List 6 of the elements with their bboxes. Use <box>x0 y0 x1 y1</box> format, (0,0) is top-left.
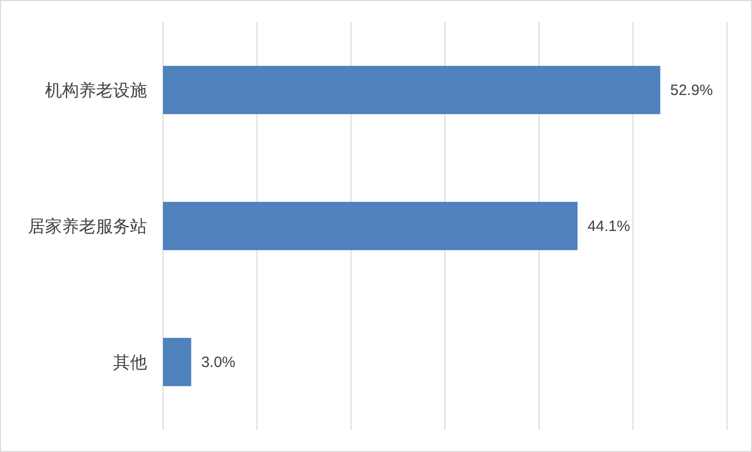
y-tick-label: 居家养老服务站 <box>28 217 147 236</box>
y-tick-label: 其他 <box>113 353 147 372</box>
y-tick-label: 机构养老设施 <box>45 81 147 100</box>
data-label: 52.9% <box>670 82 713 99</box>
data-label: 44.1% <box>588 218 630 235</box>
data-label: 3.0% <box>201 354 236 371</box>
